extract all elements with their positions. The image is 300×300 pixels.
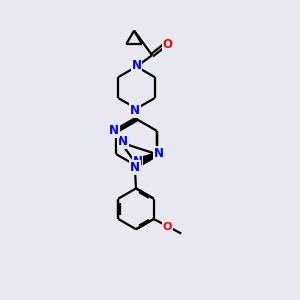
Text: N: N (154, 147, 164, 160)
Text: N: N (130, 104, 140, 117)
Text: N: N (131, 58, 142, 72)
Text: N: N (130, 160, 140, 174)
Text: N: N (118, 135, 128, 148)
Text: O: O (163, 38, 173, 51)
Text: O: O (163, 222, 172, 232)
Text: N: N (109, 124, 119, 137)
Text: N: N (133, 155, 142, 168)
